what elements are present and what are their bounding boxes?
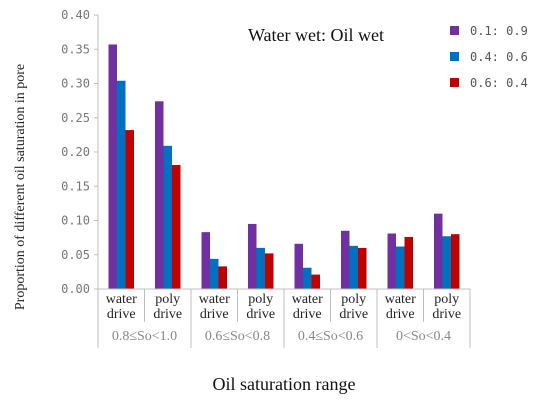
x-category-label: water	[292, 292, 323, 307]
bar-0-6-0-4-3	[265, 253, 274, 289]
legend: Water wet: Oil wet 0.1: 0.9 0.4: 0.6 0.6: …	[248, 24, 528, 90]
bar-0-6-0-4-2	[218, 266, 227, 289]
x-group-label: 0.6≤So<0.8	[205, 329, 270, 344]
y-axis-label: Proportion of different oil saturation i…	[13, 64, 28, 310]
bar-0-4-0-6-6	[396, 246, 405, 289]
y-tick-label: 0.30	[61, 77, 90, 91]
legend-entry: 0.6: 0.4	[470, 76, 528, 90]
y-tick-label: 0.35	[61, 42, 90, 56]
bar-0-1-0-9-0	[108, 44, 117, 289]
legend-entry: 0.4: 0.6	[470, 50, 528, 64]
bar-0-4-0-6-2	[210, 258, 219, 289]
y-tick-label: 0.20	[61, 145, 90, 159]
legend-swatch	[450, 78, 459, 87]
x-group-label: 0.8≤So<1.0	[112, 329, 177, 344]
x-category-label: water	[106, 292, 137, 307]
x-category-label: drive	[200, 307, 229, 322]
x-category-label: poly	[434, 292, 459, 307]
bar-0-6-0-4-0	[125, 130, 134, 289]
legend-title: Water wet: Oil wet	[248, 25, 384, 45]
y-tick-label: 0.05	[61, 248, 90, 262]
legend-entry: 0.1: 0.9	[470, 24, 528, 38]
x-category-label: water	[385, 292, 416, 307]
bar-0-1-0-9-7	[434, 213, 443, 289]
x-axis-label: Oil saturation range	[213, 374, 356, 394]
bar-0-4-0-6-0	[117, 80, 126, 289]
bar-0-4-0-6-5	[349, 245, 358, 289]
x-category-label: drive	[246, 307, 275, 322]
bar-0-1-0-9-6	[387, 233, 396, 289]
y-axis: 0.00 0.05 0.10 0.15 0.20 0.25 0.30 0.35 0.40	[61, 8, 99, 296]
bar-0-4-0-6-1	[163, 145, 172, 289]
bar-0-6-0-4-1	[172, 165, 181, 289]
x-axis: waterdrivepolydrivewaterdrivepolydrivewa…	[97, 288, 471, 348]
x-category-label: water	[199, 292, 230, 307]
bar-0-4-0-6-7	[442, 236, 451, 289]
x-category-label: poly	[341, 292, 366, 307]
x-group-label: 0<So<0.4	[396, 329, 451, 344]
bar-0-1-0-9-4	[294, 243, 303, 289]
x-category-label: poly	[248, 292, 273, 307]
bar-0-6-0-4-6	[404, 236, 413, 289]
x-group-label: 0.4≤So<0.6	[298, 329, 363, 344]
legend-swatch	[450, 52, 459, 61]
bar-0-6-0-4-5	[358, 247, 367, 289]
x-category-label: poly	[155, 292, 180, 307]
bar-0-6-0-4-4	[311, 274, 320, 289]
x-category-label: drive	[386, 307, 415, 322]
x-category-label: drive	[107, 307, 136, 322]
bar-0-4-0-6-3	[256, 247, 265, 289]
legend-swatch	[450, 26, 459, 35]
bar-0-1-0-9-5	[341, 230, 350, 289]
bars	[108, 44, 460, 289]
x-category-label: drive	[293, 307, 322, 322]
bar-0-6-0-4-7	[451, 234, 460, 289]
y-tick-label: 0.25	[61, 111, 90, 125]
bar-0-1-0-9-2	[201, 232, 210, 289]
bar-0-1-0-9-1	[155, 101, 164, 289]
x-category-label: drive	[153, 307, 182, 322]
y-tick-label: 0.00	[61, 282, 90, 296]
x-category-label: drive	[339, 307, 368, 322]
bar-0-4-0-6-4	[303, 267, 312, 289]
y-tick-label: 0.15	[61, 179, 90, 193]
x-category-label: drive	[432, 307, 461, 322]
bar-0-1-0-9-3	[248, 223, 257, 289]
y-tick-label: 0.40	[61, 8, 90, 22]
y-tick-label: 0.10	[61, 214, 90, 228]
